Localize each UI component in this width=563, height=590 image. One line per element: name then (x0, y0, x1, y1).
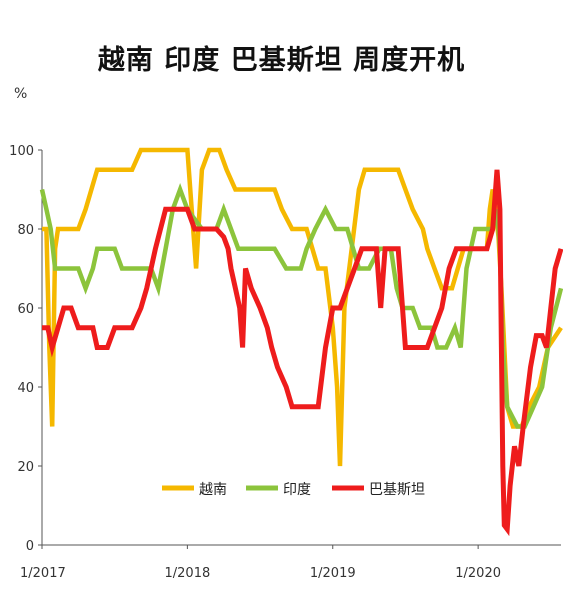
y-tick-label: 100 (9, 144, 34, 159)
legend-label-2: 印度 (283, 482, 311, 498)
legend-label-3: 巴基斯坦 (369, 481, 425, 498)
axes: 0 20 40 60 80 100 1/2017 1/2018 1/2019 1/2020 (9, 144, 561, 581)
y-tick-label: 20 (17, 460, 34, 475)
series-line-1 (42, 147, 563, 467)
legend: 越南 印度 巴基斯坦 (162, 481, 425, 498)
x-tick-label: 1/2017 (20, 566, 66, 581)
y-tick-label: 40 (17, 381, 34, 396)
chart-title: 越南 印度 巴基斯坦 周度开机 (97, 45, 466, 76)
y-axis-unit: % (14, 86, 28, 102)
x-tick-label: 1/2018 (165, 566, 211, 581)
y-tick-label: 0 (26, 539, 34, 554)
y-tick-label: 80 (17, 223, 34, 238)
series-line-2 (39, 182, 563, 429)
series-layer (39, 147, 563, 537)
y-tick-label: 60 (17, 302, 34, 317)
series-line-3 (42, 169, 563, 537)
x-tick-label: 1/2020 (455, 566, 501, 581)
legend-label-1: 越南 (199, 482, 227, 498)
x-tick-label: 1/2019 (310, 566, 356, 581)
